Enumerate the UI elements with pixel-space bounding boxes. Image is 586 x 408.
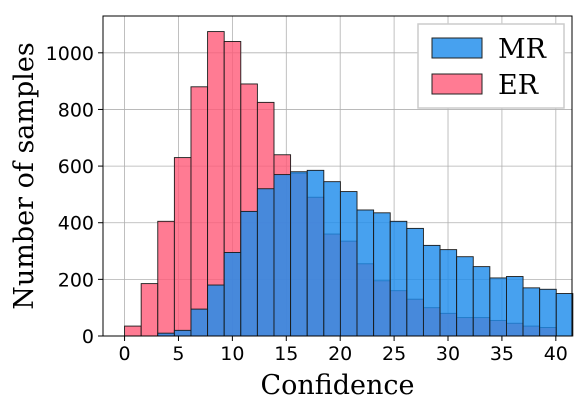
er-bar: [157, 220, 175, 337]
mr-bar: [472, 266, 491, 337]
mr-bar: [422, 244, 441, 337]
x-tick-label: 20: [328, 343, 352, 365]
mr-bar: [323, 181, 341, 337]
y-tick-label: 800: [58, 99, 94, 121]
y-tick-label: 600: [58, 156, 94, 178]
mr-bar: [389, 220, 408, 337]
x-tick-label: 40: [544, 343, 568, 365]
er-bar: [124, 325, 142, 337]
y-axis-title: Number of samples: [9, 42, 40, 310]
x-tick-label: 0: [119, 343, 131, 365]
mr-bar: [539, 288, 557, 337]
y-tick-label: 400: [58, 213, 94, 235]
y-tick-label: 0: [82, 326, 94, 348]
mr-bar: [207, 284, 225, 337]
mr-bar: [240, 210, 258, 337]
mr-bar: [522, 287, 541, 337]
mr-bar: [489, 277, 507, 337]
mr-bar: [356, 209, 375, 337]
x-tick-label: 30: [436, 343, 460, 365]
mr-bar: [406, 227, 424, 337]
mr-bar: [290, 171, 308, 337]
mr-bar: [555, 293, 574, 337]
x-tick-label: 10: [220, 343, 244, 365]
x-tick-label: 15: [274, 343, 298, 365]
mr-bar: [223, 252, 242, 337]
x-tick-label: 35: [490, 343, 514, 365]
legend-label-mr: MR: [498, 34, 547, 65]
legend-swatch-er: [431, 73, 483, 95]
mr-bar: [456, 256, 474, 337]
mr-bar: [173, 329, 192, 337]
mr-bar: [339, 191, 358, 337]
legend-swatch-mr: [431, 37, 483, 59]
er-bar: [173, 157, 192, 337]
mr-bar: [505, 276, 524, 337]
mr-bar: [256, 188, 275, 337]
x-tick-label: 25: [382, 343, 406, 365]
er-bar: [140, 283, 159, 337]
x-axis-title: Confidence: [260, 370, 414, 401]
y-tick-label: 1000: [46, 43, 94, 65]
legend-label-er: ER: [498, 70, 539, 101]
mr-bar: [306, 169, 325, 337]
plot-frame: [102, 15, 573, 337]
x-tick-label: 5: [172, 343, 184, 365]
mr-bar: [190, 308, 209, 337]
mr-bar: [273, 174, 292, 337]
legend: MR ER: [417, 23, 565, 109]
mr-bar: [373, 212, 391, 337]
er-bar: [190, 86, 209, 337]
mr-bar: [439, 249, 458, 337]
y-tick-label: 200: [58, 269, 94, 291]
